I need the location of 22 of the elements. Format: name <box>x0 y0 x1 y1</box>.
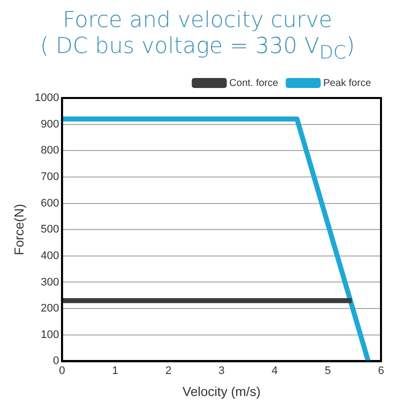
legend-label: Peak force <box>323 78 372 89</box>
y-tick-label: 500 <box>40 224 60 236</box>
chart-title: Force and velocity curve ( DC bus voltage = 330 V$_{DC}$) <box>39 8 356 66</box>
x-tick-label: 3 <box>218 364 225 377</box>
x-tick-label: 5 <box>324 364 331 377</box>
y-tick-label: 400 <box>40 250 60 262</box>
legend-label: Cont. force <box>229 78 279 89</box>
y-tick-label: 300 <box>40 276 60 288</box>
y-tick-label: 900 <box>40 118 60 130</box>
y-tick-label: 700 <box>40 170 60 183</box>
y-tick-label: 600 <box>40 197 60 210</box>
x-tick-label: 6 <box>378 364 384 377</box>
x-tick-label: 2 <box>165 364 172 377</box>
y-tick-label: 0 <box>52 355 60 368</box>
y-axis-title: Force(N) <box>11 204 26 256</box>
y-tick-label: 800 <box>40 144 60 157</box>
x-axis-title: Velocity (m/s) <box>182 384 261 399</box>
x-tick-label: 1 <box>112 364 118 377</box>
y-tick-label: 100 <box>40 328 60 341</box>
x-tick-label: 4 <box>272 364 278 377</box>
y-tick-label: 1000 <box>34 92 60 104</box>
y-tick-label: 200 <box>40 302 60 315</box>
